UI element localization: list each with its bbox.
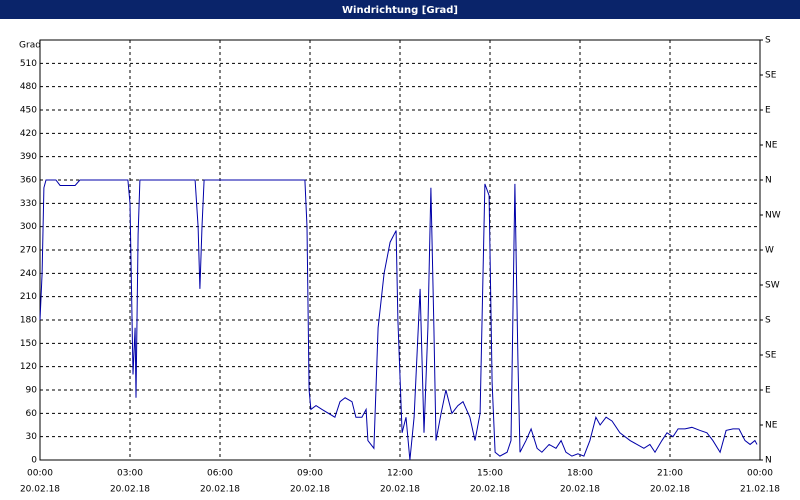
y2-tick-label: W <box>765 246 774 256</box>
x-tick-date: 20.02.18 <box>110 485 150 495</box>
y-tick-label: 390 <box>20 152 37 162</box>
y-tick-label: 150 <box>20 339 37 349</box>
y-tick-label: 0 <box>31 456 37 466</box>
x-tick-label: 15:00 <box>477 469 503 479</box>
y-tick-label: 300 <box>20 222 37 232</box>
y-tick-label: 270 <box>20 246 37 256</box>
data-line <box>39 179 758 461</box>
x-tick-label: 09:00 <box>297 469 323 479</box>
chart-title: Windrichtung [Grad] <box>342 5 458 16</box>
y-tick-label: 450 <box>20 106 37 116</box>
x-tick-date: 20.02.18 <box>380 485 420 495</box>
y2-tick-label: NE <box>765 141 778 151</box>
y-tick-label: 360 <box>20 176 37 186</box>
y2-tick-label: SW <box>765 281 780 291</box>
y-tick-label: 330 <box>20 199 37 209</box>
x-tick-date: 20.02.18 <box>470 485 510 495</box>
x-tick-label: 06:00 <box>207 469 233 479</box>
y-axis-label: Grad <box>19 41 41 51</box>
y2-tick-label: N <box>765 176 772 186</box>
y-tick-label: 180 <box>20 316 37 326</box>
y-tick-label: 240 <box>20 269 37 279</box>
y-tick-label: 510 <box>20 59 37 69</box>
y-tick-label: 60 <box>26 409 38 419</box>
y-tick-label: 480 <box>20 82 37 92</box>
y2-tick-label: S <box>765 36 771 46</box>
x-tick-label: 00:00 <box>27 469 53 479</box>
y2-tick-label: S <box>765 316 771 326</box>
x-tick-label: 21:00 <box>657 469 683 479</box>
y-tick-label: 90 <box>26 386 38 396</box>
y2-tick-label: E <box>765 106 771 116</box>
x-tick-date: 20.02.18 <box>20 485 60 495</box>
y-tick-label: 120 <box>20 362 37 372</box>
y-tick-label: 420 <box>20 129 37 139</box>
y2-tick-label: E <box>765 386 771 396</box>
title-bar <box>0 0 800 19</box>
x-tick-label: 00:00 <box>747 469 773 479</box>
y2-tick-label: NE <box>765 421 778 431</box>
x-tick-date: 20.02.18 <box>200 485 240 495</box>
x-tick-label: 18:00 <box>567 469 593 479</box>
x-tick-date: 20.02.18 <box>290 485 330 495</box>
y-tick-label: 30 <box>26 432 38 442</box>
y-tick-label: 210 <box>20 292 37 302</box>
x-tick-date: 20.02.18 <box>650 485 690 495</box>
y2-tick-label: N <box>765 456 772 466</box>
y2-tick-label: SE <box>765 351 777 361</box>
x-tick-date: 20.02.18 <box>560 485 600 495</box>
x-tick-label: 12:00 <box>387 469 413 479</box>
y2-tick-label: SE <box>765 71 777 81</box>
x-tick-label: 03:00 <box>117 469 143 479</box>
x-tick-date: 21.02.18 <box>740 485 780 495</box>
y2-tick-label: NW <box>765 211 781 221</box>
